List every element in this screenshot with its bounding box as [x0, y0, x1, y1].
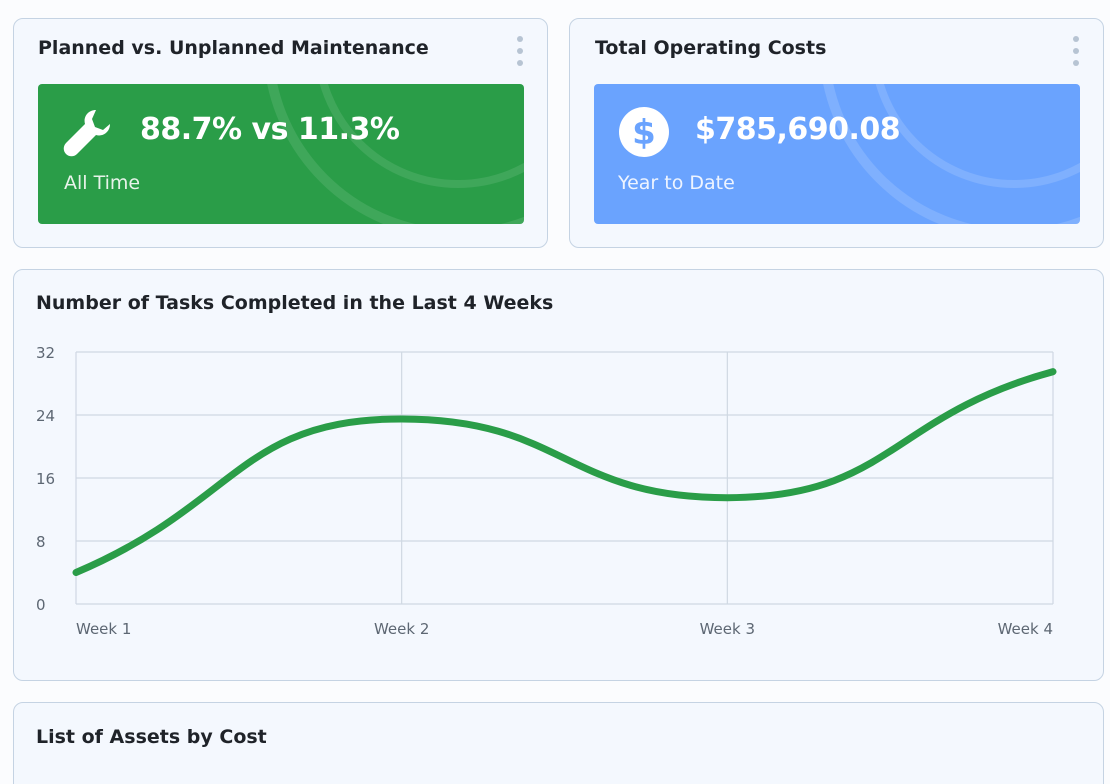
costs-stat-panel: $ $785,690.08 Year to Date [594, 84, 1080, 224]
dollar-icon: $ [619, 107, 669, 157]
maintenance-subtitle: All Time [64, 172, 141, 194]
maintenance-card-title: Planned vs. Unplanned Maintenance [38, 37, 429, 59]
maintenance-value: 88.7% vs 11.3% [140, 112, 400, 147]
svg-text:$: $ [632, 113, 656, 153]
costs-menu-icon[interactable] [1071, 36, 1081, 66]
y-tick-label: 0 [36, 596, 46, 614]
costs-value: $785,690.08 [695, 112, 901, 147]
tasks-chart-card: Number of Tasks Completed in the Last 4 … [13, 269, 1104, 681]
x-tick-label: Week 4 [998, 620, 1053, 638]
maintenance-card: Planned vs. Unplanned Maintenance 88.7% … [13, 18, 548, 248]
x-tick-label: Week 2 [374, 620, 429, 638]
x-tick-label: Week 1 [76, 620, 131, 638]
costs-subtitle: Year to Date [618, 172, 735, 194]
y-tick-label: 24 [36, 407, 55, 425]
decorative-arcs [267, 84, 524, 224]
maintenance-menu-icon[interactable] [515, 36, 525, 66]
series-line [72, 368, 1057, 576]
costs-card: Total Operating Costs $ $785,690.08 Year… [569, 18, 1104, 248]
y-tick-label: 8 [36, 533, 46, 551]
wrench-icon [63, 110, 110, 157]
y-tick-label: 32 [36, 344, 55, 362]
costs-card-title: Total Operating Costs [595, 37, 827, 59]
decorative-arcs [823, 84, 1080, 224]
maintenance-stat-panel: 88.7% vs 11.3% All Time [38, 84, 524, 224]
assets-list-card: List of Assets by Cost [13, 702, 1104, 784]
tasks-chart-title: Number of Tasks Completed in the Last 4 … [36, 292, 554, 314]
y-tick-label: 16 [36, 470, 55, 488]
tasks-line-chart: 0 8 16 24 32 Week 1 Week 2 Week 3 Week 4 [36, 344, 1057, 638]
x-tick-label: Week 3 [700, 620, 755, 638]
assets-list-title: List of Assets by Cost [36, 726, 267, 748]
